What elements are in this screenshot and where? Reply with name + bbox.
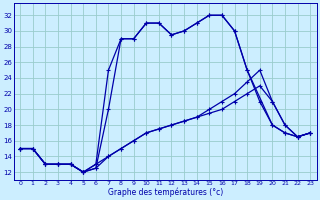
X-axis label: Graphe des températures (°c): Graphe des températures (°c) (108, 187, 223, 197)
